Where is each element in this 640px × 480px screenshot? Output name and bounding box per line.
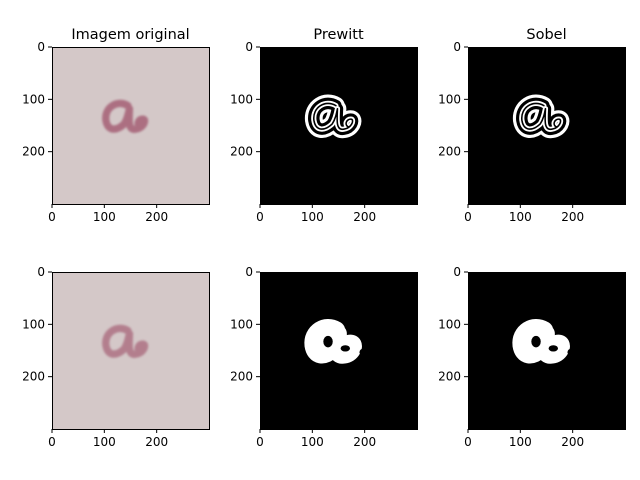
y-tick-label: 100 [230,317,253,331]
y-tick-label: 0 [453,265,461,279]
y-tick-label: 200 [438,370,461,384]
x-tick-label: 200 [561,210,584,224]
original-bottom-glyph [102,324,149,358]
x-tick-label: 200 [353,210,376,224]
x-tick-label: 0 [256,435,264,449]
panel-original-bottom: 0 100 200 0 100 200 [22,265,210,449]
y-tick-label: 200 [22,370,45,384]
y-tick-label: 100 [22,92,45,106]
sobel-bottom-glyph [512,319,577,364]
y-tick-label: 100 [438,317,461,331]
prewitt-bottom-frame [260,272,418,430]
x-tick-label: 200 [561,435,584,449]
sobel-top-frame [468,47,626,205]
prewitt-top-glyph [305,94,362,139]
x-tick-label: 0 [464,210,472,224]
panel-sobel-top: Sobel 0 100 200 0 100 200 [438,27,626,224]
panel-original-top: Imagem original 0 100 200 0 100 200 [22,27,210,224]
panel-prewitt-bottom: 0 100 200 0 100 200 [230,265,418,449]
y-tick-label: 200 [230,370,253,384]
original-top-title: Imagem original [71,27,189,43]
x-tick-label: 0 [464,435,472,449]
x-tick-label: 0 [48,210,56,224]
original-top-frame [52,47,210,205]
y-tick-label: 200 [230,145,253,159]
y-tick-label: 0 [37,40,45,54]
sobel-top-glyph [513,94,570,139]
prewitt-top-frame [260,47,418,205]
x-tick-label: 100 [93,435,116,449]
panel-prewitt-top: Prewitt 0 100 200 0 100 200 [230,27,418,224]
original-bottom-frame [52,272,210,430]
x-tick-label: 100 [93,210,116,224]
x-tick-label: 200 [145,435,168,449]
x-tick-label: 100 [301,210,324,224]
y-tick-label: 100 [22,317,45,331]
sobel-top-title: Sobel [526,27,566,43]
x-tick-label: 100 [301,435,324,449]
x-tick-label: 0 [48,435,56,449]
y-tick-label: 200 [22,145,45,159]
x-tick-label: 100 [509,210,532,224]
y-tick-label: 100 [438,92,461,106]
panel-sobel-bottom: 0 100 200 0 100 200 [438,265,626,449]
y-tick-label: 0 [453,40,461,54]
y-tick-label: 0 [245,40,253,54]
x-tick-label: 0 [256,210,264,224]
y-tick-label: 100 [230,92,253,106]
x-tick-label: 200 [353,435,376,449]
prewitt-top-title: Prewitt [313,27,364,43]
x-tick-label: 100 [509,435,532,449]
x-tick-label: 200 [145,210,168,224]
original-top-glyph [102,99,149,133]
y-tick-label: 0 [245,265,253,279]
y-tick-label: 0 [37,265,45,279]
y-tick-label: 200 [438,145,461,159]
sobel-bottom-frame [468,272,626,430]
prewitt-bottom-glyph [304,319,369,364]
